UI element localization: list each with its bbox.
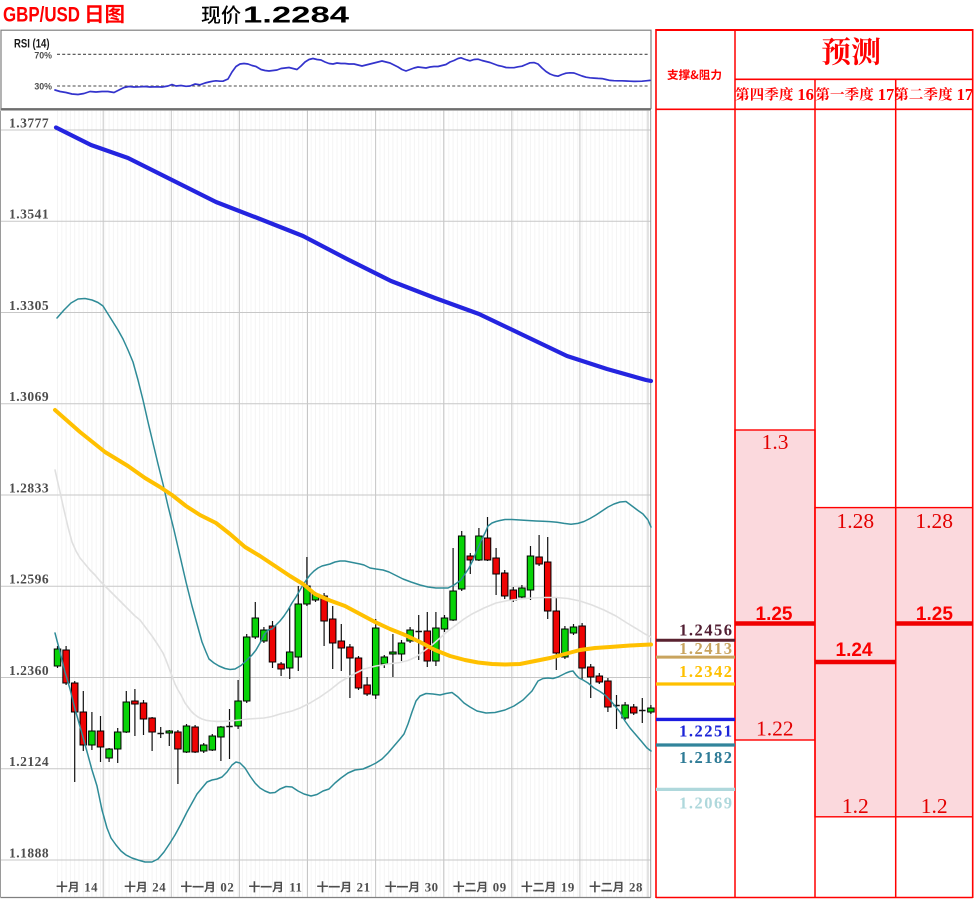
svg-text:1.3541: 1.3541 [9, 207, 49, 222]
svg-text:1.24: 1.24 [836, 640, 873, 661]
svg-text:1.2: 1.2 [921, 794, 948, 818]
svg-text:1.25: 1.25 [916, 604, 953, 625]
svg-text:1.2124: 1.2124 [9, 754, 49, 769]
svg-text:02: 02 [220, 880, 234, 894]
svg-text:1.3: 1.3 [762, 430, 789, 454]
svg-text:1.2413: 1.2413 [679, 639, 733, 658]
svg-text:21: 21 [357, 880, 371, 894]
svg-text:1.3305: 1.3305 [9, 298, 49, 313]
svg-text:1.2596: 1.2596 [9, 572, 49, 587]
svg-text:1.2251: 1.2251 [679, 722, 733, 741]
svg-text:1.2833: 1.2833 [9, 480, 49, 495]
svg-text:17: 17 [957, 85, 974, 104]
svg-text:1.2: 1.2 [842, 794, 869, 818]
svg-text:1.28: 1.28 [915, 509, 953, 533]
svg-text:28: 28 [629, 880, 643, 894]
svg-text:19: 19 [561, 880, 575, 894]
svg-text:1.2182: 1.2182 [679, 748, 733, 767]
svg-text:1.2360: 1.2360 [9, 663, 49, 678]
svg-text:1.2342: 1.2342 [679, 662, 733, 681]
svg-text:1.28: 1.28 [836, 509, 874, 533]
svg-text:30: 30 [425, 880, 439, 894]
svg-text:GBP/USD: GBP/USD [3, 4, 80, 27]
svg-text:1.2284: 1.2284 [243, 2, 349, 28]
svg-text:1.2456: 1.2456 [679, 621, 733, 640]
svg-text:09: 09 [493, 880, 507, 894]
svg-text:16: 16 [797, 85, 814, 104]
svg-text:1.1888: 1.1888 [9, 845, 49, 860]
svg-text:24: 24 [152, 880, 166, 894]
svg-text:1.22: 1.22 [756, 717, 794, 741]
svg-text:1.25: 1.25 [756, 604, 793, 625]
svg-text:1.3777: 1.3777 [9, 115, 49, 130]
svg-text:1.3069: 1.3069 [9, 389, 49, 404]
svg-text:17: 17 [878, 85, 895, 104]
svg-text:11: 11 [289, 880, 302, 894]
svg-text:1.2069: 1.2069 [679, 793, 733, 812]
svg-text:14: 14 [84, 880, 98, 894]
svg-text:70%: 70% [34, 50, 52, 60]
svg-text:30%: 30% [34, 82, 52, 92]
svg-text:RSI (14): RSI (14) [14, 37, 50, 51]
